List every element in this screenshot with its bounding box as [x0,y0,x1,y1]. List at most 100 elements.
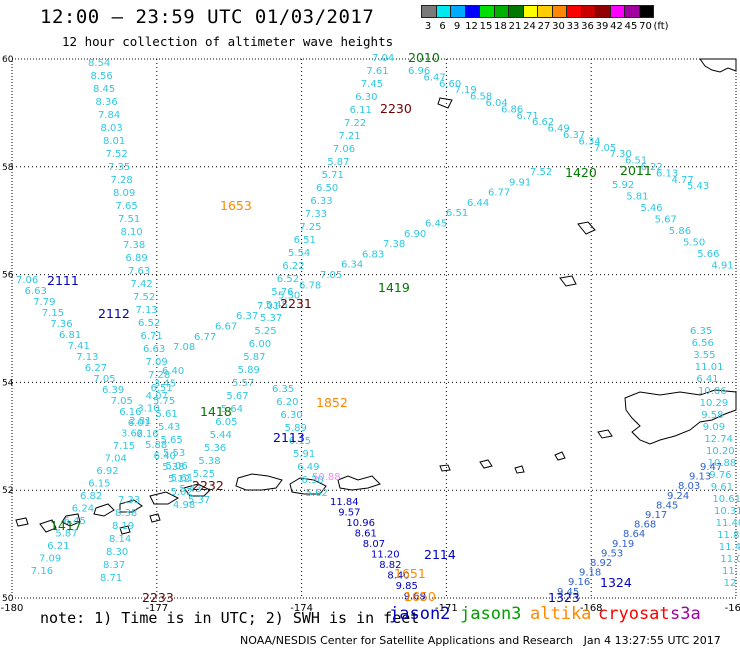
wave-height-value: 3.45 [154,379,176,390]
wave-height-value: 5.81 [626,192,648,203]
coastline-segment [149,491,180,505]
scale-label: 36 [581,21,594,32]
wave-height-value: 7.79 [33,297,55,308]
wave-height-value: 6.63 [143,344,165,355]
color-scale-swatches [421,5,654,18]
wave-height-value: 9.53 [601,548,623,559]
wave-height-value: 50.88 [312,472,341,483]
wave-height-value: 5.50 [683,238,705,249]
wave-height-value: 9.47 [700,462,722,473]
wave-height-value: 9.85 [396,581,418,592]
map-grid [11,58,737,599]
wave-height-value: 7.13 [76,352,98,363]
wave-height-value: 6.71 [517,111,539,122]
coastline-segment [119,525,131,535]
wave-height-value: 10.61 [712,494,740,505]
wave-height-value: 7.45 [361,79,383,90]
wave-height-value: 5.54 [288,248,310,259]
wave-height-value: 5.65 [161,435,183,446]
wave-height-value: 8.36 [96,97,118,108]
pass-time-label: 1653 [220,198,252,213]
wave-height-value: 6.52 [138,318,160,329]
wave-height-value: 6.77 [488,188,510,199]
wave-height-value: 9.16 [568,577,590,588]
wave-height-value: 5.36 [204,443,226,454]
wave-height-value: 8.40 [387,571,409,582]
wave-height-value: 8.45 [93,84,115,95]
wave-height-value: 9.45 [557,587,579,598]
wave-height-value: 5.37 [188,495,210,506]
wave-height-value: 5.92 [612,180,634,191]
wave-height-value: 7.01 [257,301,279,312]
wave-height-value: 6.45 [64,516,86,527]
pass-time-label: 2112 [98,306,130,321]
wave-height-value: 6.22 [282,261,304,272]
wave-height-value: 6.62 [532,117,554,128]
wave-height-value: 3.62 [121,429,143,440]
wave-height-value: 6.63 [25,286,47,297]
coastline-segment [93,503,115,517]
wave-height-value: 7.52 [106,149,128,160]
wave-height-value: 6.44 [467,198,489,209]
wave-height-value: 7.30 [610,149,632,160]
wave-height-value: 5.64 [221,404,243,415]
scale-unit: (ft) [653,21,669,32]
wave-height-value: 6.15 [289,436,311,447]
wave-height-value: 11.0 [720,554,740,565]
wave-height-value: 9.17 [645,510,667,521]
lat-tick-label: 54 [2,378,14,388]
wave-height-value: 9.57 [338,508,360,519]
scale-label: 70 [639,21,652,32]
wave-height-value: 5.44 [210,430,232,441]
wave-height-value: 5.06 [166,461,188,472]
wave-height-value: 7.28 [111,175,133,186]
wave-height-value: 10.88 [708,458,737,469]
pass-time-label: 1651 [394,566,426,581]
wave-height-value: 5.88 [145,440,167,451]
wave-height-value: 12.74 [704,434,733,445]
pass-time-label: 1323 [548,590,580,605]
wave-height-value: 6.41 [696,374,718,385]
wave-height-value: 6.96 [408,66,430,77]
wave-height-value: 6.49 [548,124,570,135]
pass-time-label: 2010 [408,50,440,65]
wave-height-value: 9.76 [709,470,731,481]
wave-height-value: 6.04 [486,98,508,109]
wave-height-value: 6.82 [80,491,102,502]
lat-tick-label: 56 [2,271,14,281]
wave-height-value: 6.58 [470,92,492,103]
pass-time-label: 2231 [280,296,312,311]
wave-height-value: 7.04 [105,454,127,465]
wave-height-value: 6.40 [154,451,176,462]
wave-height-value: 8.56 [91,71,113,82]
wave-height-value: 8.61 [355,529,377,540]
wave-height-value: 6.22 [641,162,663,173]
wave-height-value: 11.01 [695,362,724,373]
wave-height-value: 6.92 [96,466,118,477]
wave-height-value: 7.08 [173,342,195,353]
wave-height-value: 5.38 [162,462,184,473]
pass-time-label: 2111 [47,273,79,288]
scale-label: 21 [508,21,522,32]
pass-time-label: 1650 [404,589,436,604]
wave-height-value: 5.91 [293,449,315,460]
wave-height-value: 6.05 [215,417,237,428]
wave-height-value: 10.31 [714,506,740,517]
wave-height-value: 8.38 [115,508,137,519]
wave-height-value: 5.89 [285,423,307,434]
scale-label: 6 [439,21,446,32]
wave-height-value: 4.77 [672,175,694,186]
wave-height-value: 7.28 [148,370,170,381]
wave-height-value: 5.71 [322,170,344,181]
wave-height-value: 7.65 [116,201,138,212]
wave-height-value: 7.51 [118,214,140,225]
wave-height-value: 5.66 [697,249,719,260]
coastline [15,58,737,535]
wave-height-value: 7.15 [113,441,135,452]
wave-height-value: 7.06 [16,275,38,286]
wave-height-value: 4.98 [173,500,195,511]
wave-height-value: 9.91 [509,177,531,188]
wave-height-value: 6.11 [350,105,372,116]
wave-height-value: 5.43 [158,422,180,433]
wave-height-value: 8.37 [103,560,125,571]
